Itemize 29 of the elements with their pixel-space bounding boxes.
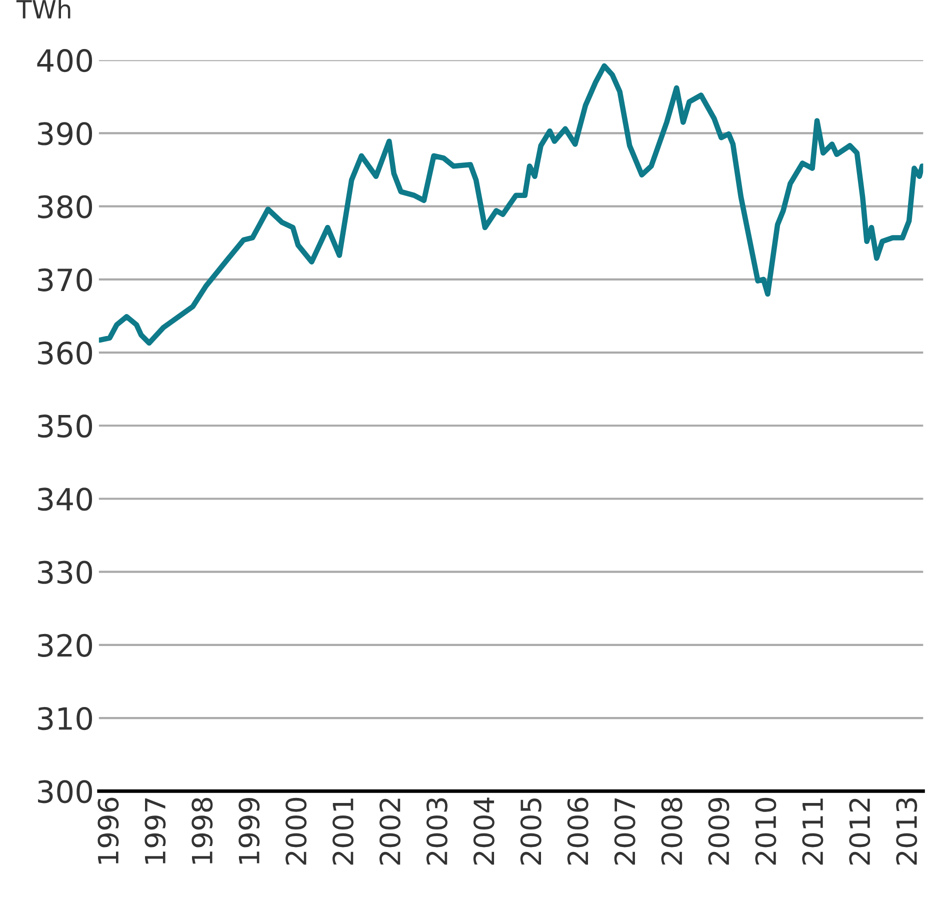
x-tick-label: 1997 [144,798,166,864]
y-tick-label: 350 [38,414,92,438]
y-tick-label: 360 [38,341,92,365]
y-tick-label: 340 [38,488,92,511]
y-tick-label: 330 [38,560,92,584]
y-tick-label: 310 [38,706,92,730]
x-tick-label: 2006 [567,798,588,865]
x-tick-label: 2005 [520,798,542,865]
y-tick-label: 300 [38,780,92,804]
x-tick-label: 1996 [98,798,119,864]
x-tick-label: 2000 [286,798,307,865]
y-tick-label: 380 [38,195,92,218]
x-tick-label: 2013 [896,798,918,865]
x-tick-label: 2004 [473,798,494,865]
x-tick-label: 2007 [614,798,636,865]
x-tick-label: 2009 [708,798,730,865]
x-tick-label: 2003 [426,798,448,865]
x-tick-label: 2012 [849,798,870,865]
x-tick-label: 1999 [238,798,260,864]
y-tick-label: 370 [38,268,92,292]
y-tick-label: 400 [37,49,92,72]
x-tick-label: 2001 [332,798,354,865]
x-tick-label: 2010 [755,798,776,865]
x-tick-label: 1998 [192,798,213,864]
x-tick-label: 2002 [379,798,401,865]
x-tick-label: 2011 [802,798,824,865]
x-tick-label: 2008 [661,798,682,865]
y-tick-label: 390 [38,122,92,146]
y-tick-label: 320 [38,634,92,657]
